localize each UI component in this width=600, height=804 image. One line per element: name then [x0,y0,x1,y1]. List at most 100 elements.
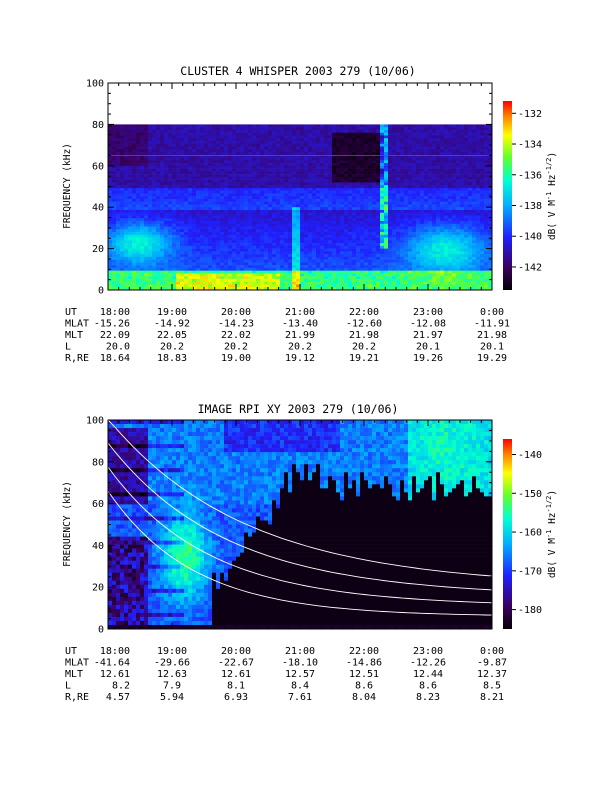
ephemeris-value: 8.6 [419,681,437,692]
ephemeris-value: 0:00 [480,307,504,318]
y-tick-label: 60 [92,499,104,510]
ephemeris-value: -29.66 [154,658,190,669]
ephemeris-value: 8.04 [352,692,376,703]
ephemeris-value: -18.10 [282,658,318,669]
y-axis-label-1: FREQUENCY (kHz) [62,143,73,229]
colorbar-label-2: dB( V M-1 Hz-1/2) [545,490,558,578]
ephemeris-value: 23:00 [413,646,443,657]
ephemeris-row-name: UT [65,646,77,657]
ephemeris-value: 12.61 [100,669,130,680]
ephemeris-value: 22:00 [349,307,379,318]
ephemeris-value: 22:00 [349,646,379,657]
ephemeris-row-name: L [65,681,71,692]
cb2-label-d: -1/2 [545,496,553,513]
ephemeris-row-name: MLT [65,330,83,341]
ephemeris-value: -12.26 [410,658,446,669]
colorbar-label-1: dB( V M-1 Hz-1/2) [545,152,558,240]
cb2-label-e: ) [547,490,558,496]
y-tick-label: 0 [98,286,104,297]
cb1-label-b: -1 [545,192,553,200]
colorbar-tick-label: -142 [518,262,542,273]
ephemeris-value: 19.12 [285,353,315,364]
ephemeris-value: 22.09 [100,330,130,341]
ephemeris-value: 8.21 [480,692,504,703]
colorbar-ticks-2: -140-150-160-170-180 [512,450,542,616]
colorbar-tick-label: -140 [518,232,542,243]
colorbar-1 [503,101,512,290]
y-tick-label: 100 [86,79,104,90]
ephemeris-value: 20:00 [221,307,251,318]
y-tick-label: 20 [92,583,104,594]
ephemeris-value: 8.4 [291,681,309,692]
cb1-label-c: Hz [547,174,558,191]
ephemeris-value: 0:00 [480,646,504,657]
colorbar-ticks-1: -132-134-136-138-140-142 [512,109,542,274]
ephemeris-value: 18.83 [157,353,187,364]
ephemeris-value: 21:00 [285,307,315,318]
ephemeris-value: 12.63 [157,669,187,680]
ephemeris-row-name: R,RE [65,353,89,364]
ephemeris-value: 20:00 [221,646,251,657]
cb2-label-c: Hz [547,512,558,529]
ephemeris-value: 20.1 [416,342,440,353]
ephemeris-value: 5.94 [160,692,184,703]
ephemeris-value: 8.5 [483,681,501,692]
ephemeris-value: 19.26 [413,353,443,364]
cb2-label-b: -1 [545,530,553,538]
colorbar-tick-label: -170 [518,566,542,577]
ephemeris-value: 8.1 [227,681,245,692]
colorbar-tick-label: -136 [518,170,542,181]
ephemeris-value: -13.40 [282,319,318,330]
ephemeris-value: 21:00 [285,646,315,657]
y-axis-label-2: FREQUENCY (kHz) [62,481,73,567]
cb1-label-a: dB( V M [547,200,558,240]
panel-1-title: CLUSTER 4 WHISPER 2003 279 (10/06) [180,64,415,78]
ephemeris-value: 21.98 [477,330,507,341]
ephemeris-value: -41.64 [94,658,130,669]
ephemeris-value: 20.2 [288,342,312,353]
colorbar-2 [503,439,512,629]
ephemeris-value: 19.29 [477,353,507,364]
colorbar-tick-label: -138 [518,201,542,212]
spectrogram-2 [108,420,492,629]
ephemeris-value: 19:00 [157,646,187,657]
spectrogram-1 [108,124,492,290]
panel-2-title: IMAGE RPI XY 2003 279 (10/06) [198,402,399,416]
ephemeris-value: -22.67 [218,658,254,669]
ephemeris-value: 22.05 [157,330,187,341]
ephemeris-value: 22.02 [221,330,251,341]
ephemeris-value: 7.9 [163,681,181,692]
y-tick-label: 0 [98,625,104,636]
ephemeris-value: 20.1 [480,342,504,353]
cb1-label-e: ) [547,152,558,158]
colorbar-tick-label: -180 [518,605,542,616]
ephemeris-value: 8.6 [355,681,373,692]
ephemeris-value: 19.00 [221,353,251,364]
ephemeris-value: 4.57 [106,692,130,703]
ephemeris-value: 21.99 [285,330,315,341]
cb2-label-a: dB( V M [547,538,558,578]
ephemeris-value: 20.2 [224,342,248,353]
ephemeris-value: 6.93 [224,692,248,703]
cb1-label-d: -1/2 [545,158,553,175]
ephemeris-value: 20.2 [160,342,184,353]
ephemeris-value: 20.2 [352,342,376,353]
ephemeris-value: -12.08 [410,319,446,330]
ephemeris-value: 18.64 [100,353,130,364]
ephemeris-value: 12.51 [349,669,379,680]
ephemeris-value: 19.21 [349,353,379,364]
ephemeris-value: 23:00 [413,307,443,318]
ephemeris-value: -12.60 [346,319,382,330]
ephemeris-row-name: R,RE [65,692,89,703]
ephemeris-value: 8.2 [112,681,130,692]
ephemeris-value: -9.87 [477,658,507,669]
y-tick-label: 20 [92,244,104,255]
ephemeris-value: 12.37 [477,669,507,680]
ephemeris-value: 19:00 [157,307,187,318]
y-tick-label: 60 [92,161,104,172]
ephemeris-value: 12.57 [285,669,315,680]
ephemeris-row-name: L [65,342,71,353]
y-tick-label: 80 [92,120,104,131]
